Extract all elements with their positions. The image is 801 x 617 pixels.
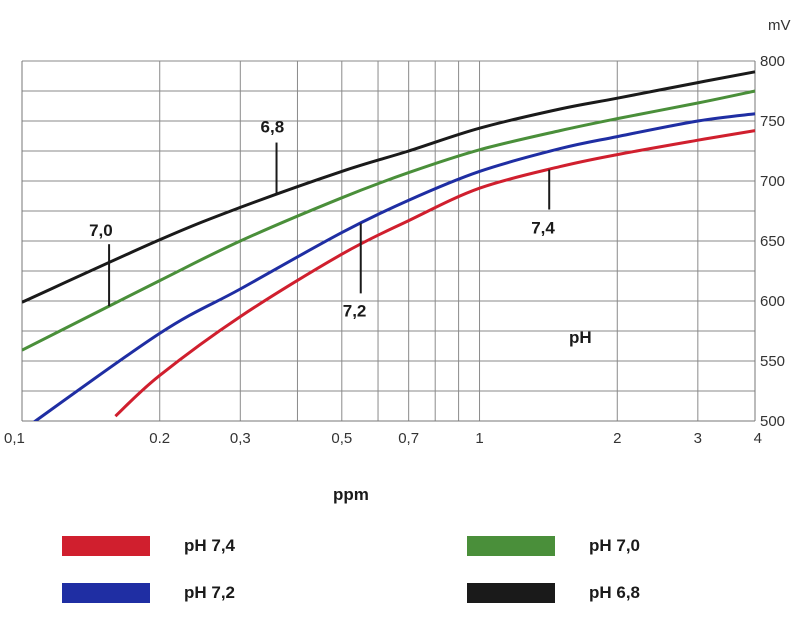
- x-tick-label: 0,3: [230, 430, 251, 447]
- series-line-70: [22, 89, 756, 352]
- legend-item-ph74: pH 7,4: [62, 536, 235, 556]
- y-tick-label: 600: [760, 293, 785, 310]
- series-line-74: [114, 129, 756, 418]
- legend-item-ph70: pH 7,0: [467, 536, 640, 556]
- legend-item-ph68: pH 6,8: [467, 583, 640, 603]
- y-tick-label: 750: [760, 113, 785, 130]
- series-lines: [22, 70, 756, 421]
- y-axis-label: mV: [768, 17, 791, 34]
- x-axis-label: ppm: [333, 485, 369, 504]
- legend-swatch: [62, 536, 150, 556]
- x-tick-label: 3: [694, 430, 702, 447]
- x-tick-label: 1: [475, 430, 483, 447]
- redox-chart: 7,0 6,8 7,2 7,4 500 550 600 650 700 750 800 0,1 0.2…: [4, 17, 791, 504]
- x-tick-label: 0,7: [398, 430, 419, 447]
- y-tick-label: 700: [760, 173, 785, 190]
- ph-region-label: pH: [569, 328, 592, 347]
- y-tick-label: 650: [760, 233, 785, 250]
- legend-swatch: [467, 583, 555, 603]
- grid: [21, 60, 756, 422]
- legend-item-ph72: pH 7,2: [62, 583, 235, 603]
- x-tick-label: 0,1: [4, 430, 25, 447]
- x-tick-label: 4: [754, 430, 762, 447]
- x-tick-label: 2: [613, 430, 621, 447]
- series-line-72: [32, 112, 756, 421]
- plot-background: [22, 48, 755, 421]
- annotation-label: 7,0: [89, 221, 113, 240]
- legend-label: pH 6,8: [589, 583, 641, 602]
- annotation-label: 6,8: [261, 118, 285, 137]
- y-tick-label: 500: [760, 413, 785, 430]
- legend: pH 7,4 pH 7,0 pH 7,2 pH 6,8: [0, 520, 801, 617]
- series-line-68: [22, 70, 756, 304]
- legend-label: pH 7,4: [184, 536, 236, 555]
- y-tick-label: 800: [760, 53, 785, 70]
- annotation-label: 7,2: [343, 301, 367, 320]
- annotation-label: 7,4: [531, 219, 555, 238]
- tick-labels: 500 550 600 650 700 750 800 0,1 0.2 0,3 0,5 0,7 1 2 3 4: [4, 53, 785, 447]
- annotation-labels: 7,0 6,8 7,2 7,4: [89, 118, 555, 321]
- y-tick-label: 550: [760, 353, 785, 370]
- legend-swatch: [62, 583, 150, 603]
- legend-label: pH 7,2: [184, 583, 236, 602]
- x-tick-label: 0.2: [149, 430, 170, 447]
- legend-swatch: [467, 536, 555, 556]
- x-tick-label: 0,5: [331, 430, 352, 447]
- legend-label: pH 7,0: [589, 536, 641, 555]
- plot-area: [22, 48, 755, 421]
- annotation-leaders: [108, 142, 551, 307]
